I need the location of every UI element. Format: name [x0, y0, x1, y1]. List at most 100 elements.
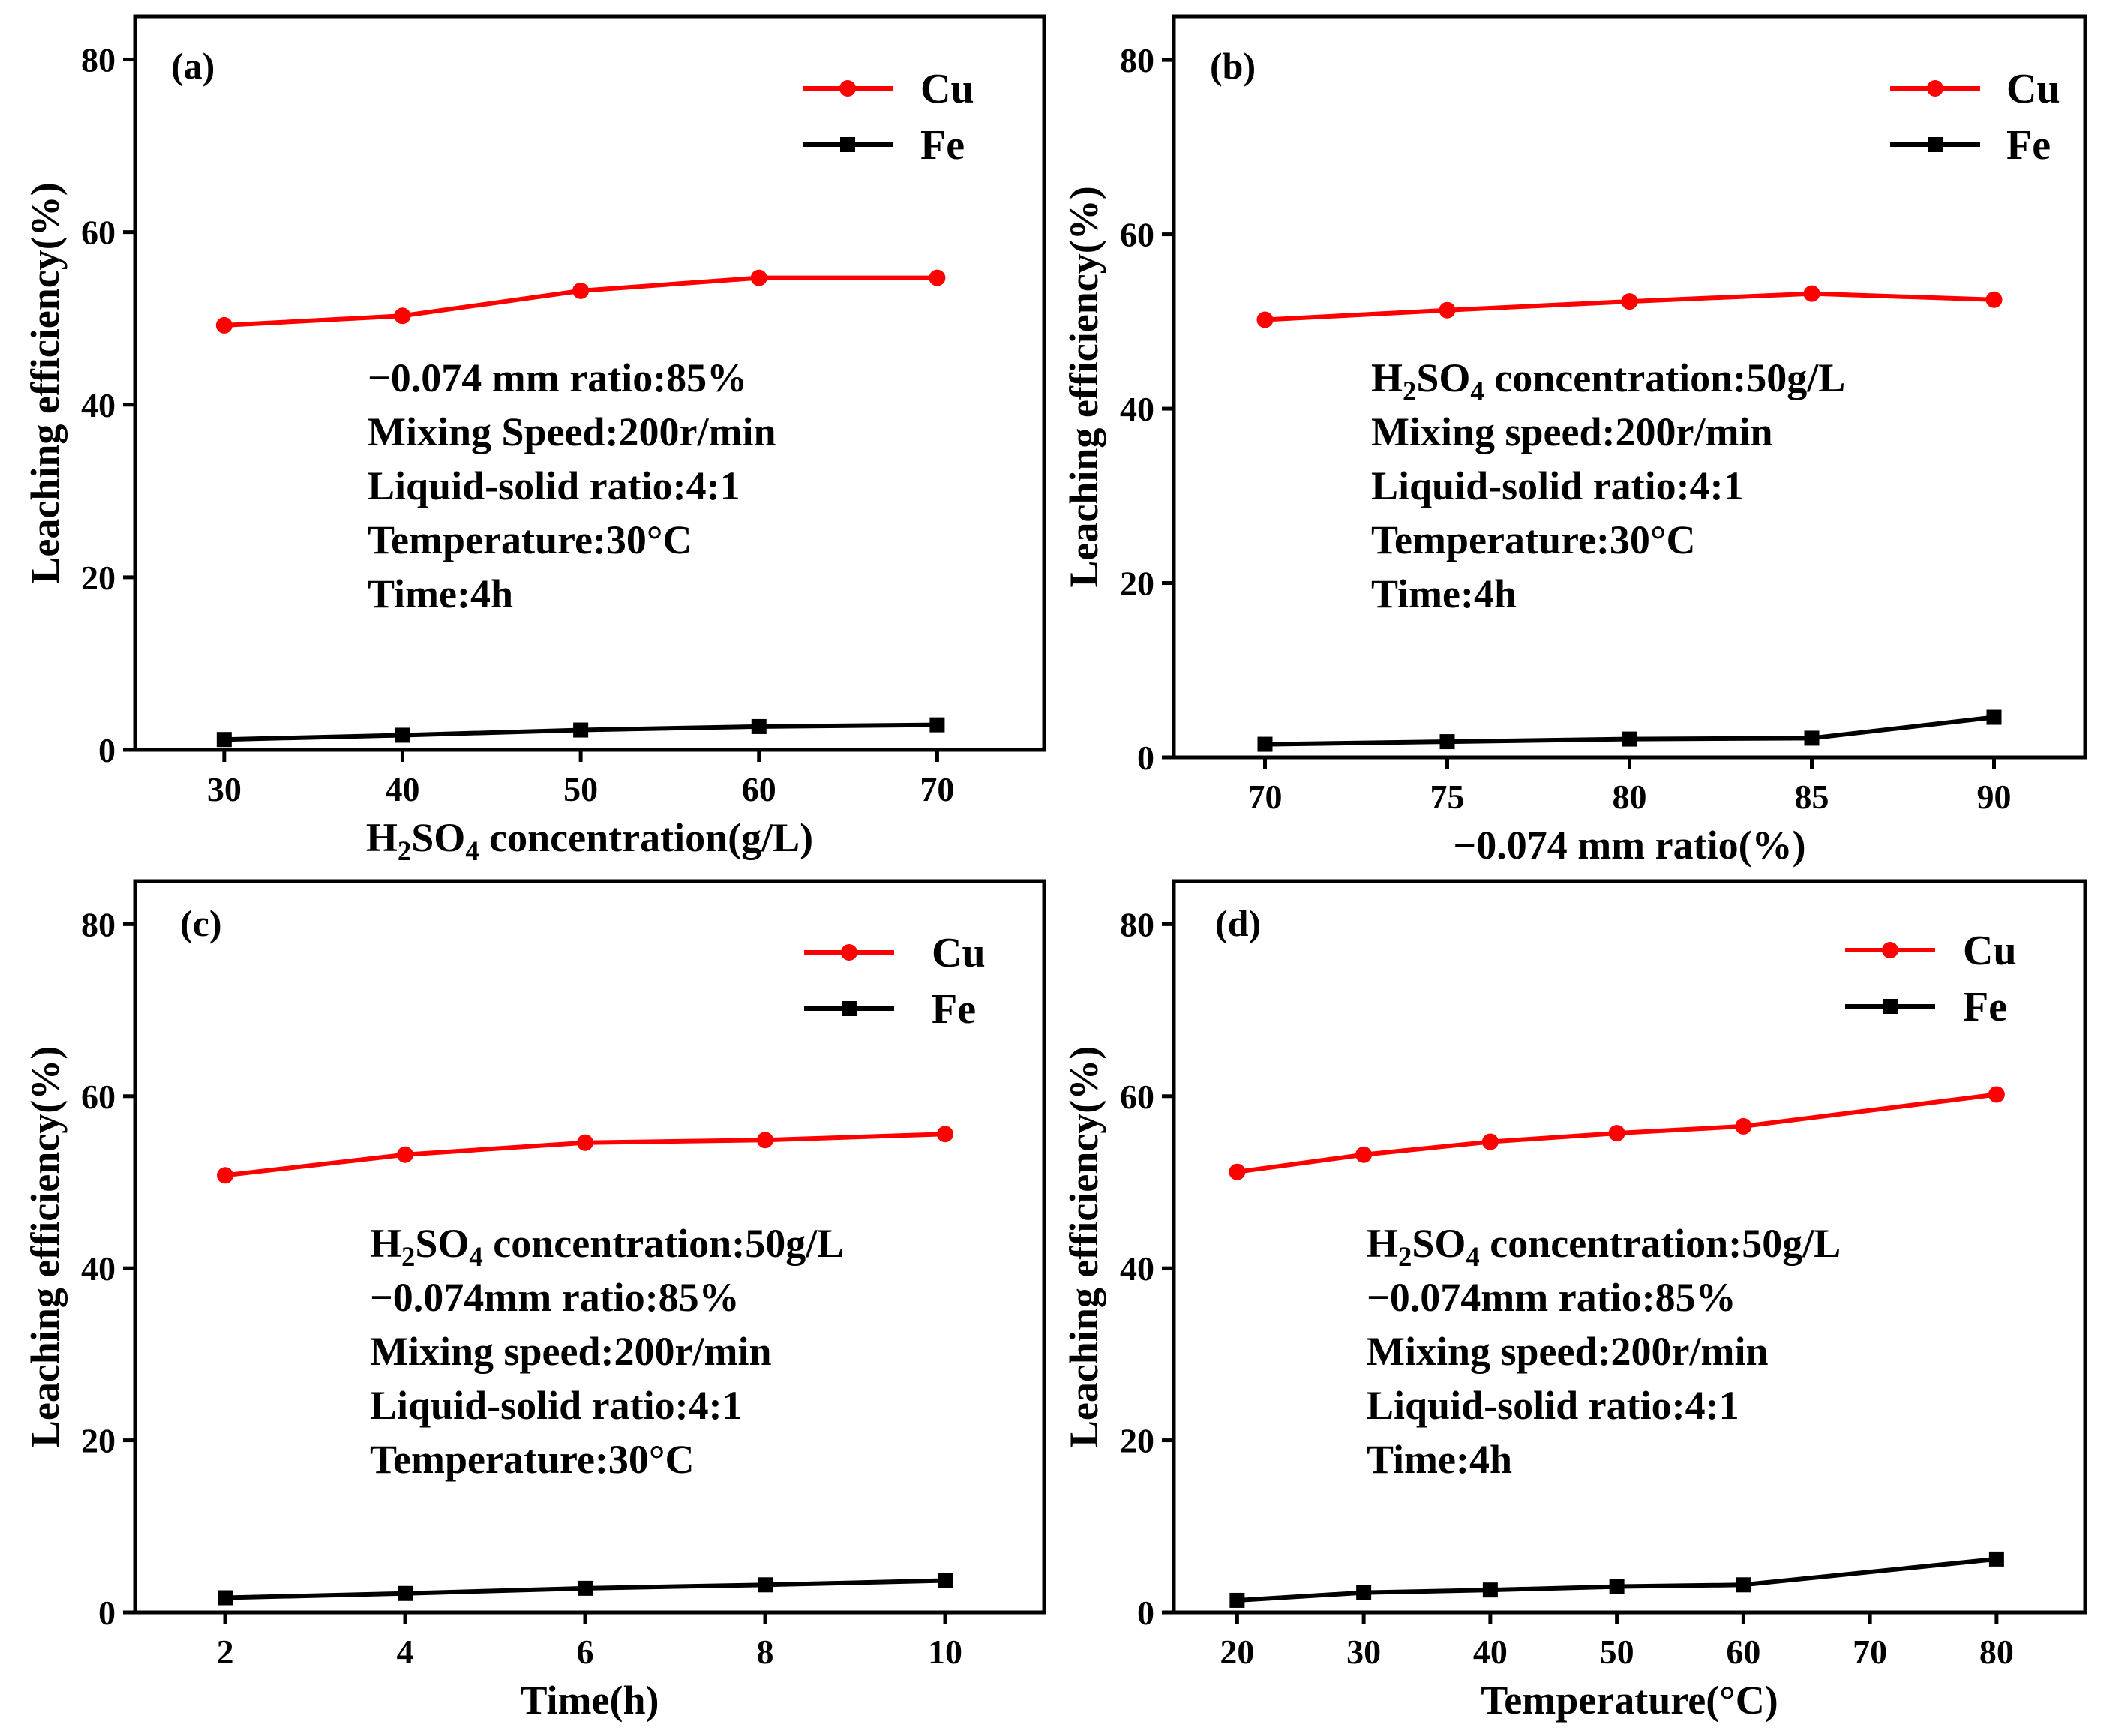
x-tick-label: 70 — [1853, 1633, 1887, 1671]
data-point-cu — [1988, 1086, 2005, 1103]
x-tick-label: 70 — [1248, 778, 1283, 816]
y-tick-label: 0 — [1137, 739, 1154, 777]
x-tick-label: 4 — [397, 1633, 414, 1671]
data-point-cu — [1803, 285, 1820, 302]
x-axis-label: Temperature(°C) — [1481, 1678, 1778, 1723]
data-point-fe — [395, 727, 410, 743]
text-run: SO — [1412, 1221, 1466, 1266]
data-point-fe — [1609, 1579, 1625, 1594]
data-point-fe — [578, 1580, 593, 1596]
x-tick-label: 80 — [1613, 778, 1647, 816]
data-point-fe — [1986, 709, 2002, 725]
condition-annotation: Liquid-solid ratio:4:1 — [1367, 1383, 1739, 1428]
x-tick-label: 70 — [920, 770, 954, 808]
legend-marker-cu — [839, 80, 856, 97]
data-point-cu — [1355, 1146, 1373, 1163]
x-tick-label: 90 — [1977, 778, 2012, 816]
x-tick-label: 75 — [1430, 778, 1465, 816]
text-run: H — [366, 815, 398, 860]
legend-marker-cu — [841, 944, 857, 961]
legend-marker-fe — [840, 137, 855, 152]
plot-frame — [1172, 879, 2087, 1615]
condition-annotation: Temperature:30°C — [368, 517, 692, 562]
y-tick-label: 60 — [1120, 1078, 1154, 1116]
series-line-fe — [1237, 1556, 1997, 1603]
legend-marker-fe — [1928, 137, 1943, 152]
y-tick-label: 0 — [1137, 1594, 1154, 1632]
data-point-fe — [573, 722, 589, 738]
data-point-fe — [1439, 734, 1455, 750]
y-tick-label: 40 — [81, 1249, 116, 1288]
data-point-cu — [1735, 1117, 1752, 1135]
data-point-fe — [758, 1577, 773, 1593]
x-tick-label: 10 — [928, 1633, 962, 1671]
x-tick-label: 80 — [1979, 1633, 2014, 1671]
y-tick-label: 60 — [81, 214, 116, 252]
data-point-fe — [1622, 731, 1637, 747]
x-axis-label: −0.074 mm ratio(%) — [1453, 823, 1805, 868]
y-axis-label: Leaching efficiency(%) — [1061, 1046, 1106, 1447]
condition-annotation: Time:4h — [1371, 571, 1517, 616]
panel-a: 0 20 40 60 80 30 40 50 60 70 Leaching efficiency(%… — [23, 14, 1046, 866]
panel-c: 0 20 40 60 80 2 4 6 8 10 Leaching efficiency(%) Tim… — [23, 879, 1046, 1723]
y-axis-label: Leaching efficiency(%) — [1061, 186, 1106, 587]
data-point-cu — [217, 1167, 233, 1184]
text-run: H — [1367, 1221, 1398, 1266]
subscript: 2 — [1403, 376, 1416, 406]
data-point-fe — [1257, 736, 1273, 752]
x-tick-label: 85 — [1795, 778, 1829, 816]
data-point-cu — [397, 1146, 413, 1163]
condition-annotation: Temperature:30°C — [1371, 517, 1696, 562]
legend-label-cu: Cu — [1963, 928, 2017, 974]
data-point-cu — [1256, 311, 1274, 328]
y-tick-label: 0 — [98, 1594, 116, 1632]
data-point-fe — [1988, 1551, 2004, 1567]
condition-annotation: Time:4h — [368, 571, 513, 616]
data-point-fe — [216, 732, 232, 748]
condition-annotation: Mixing Speed:200r/min — [368, 409, 776, 454]
y-tick-label: 80 — [1120, 41, 1154, 79]
data-point-cu — [1439, 301, 1456, 319]
x-tick-label: 40 — [385, 770, 419, 808]
condition-annotation: Liquid-solid ratio:4:1 — [368, 463, 740, 508]
condition-annotation: Time:4h — [1367, 1437, 1512, 1482]
plot-frame — [133, 14, 1046, 752]
y-tick-label: 20 — [81, 559, 116, 597]
legend-marker-fe — [1883, 999, 1898, 1014]
data-point-cu — [1608, 1125, 1625, 1142]
legend-label-cu: Cu — [932, 930, 986, 976]
panel-label: (d) — [1215, 902, 1261, 944]
data-point-cu — [937, 1126, 953, 1143]
series-line-cu — [1236, 1092, 1997, 1174]
y-tick-label: 40 — [81, 386, 116, 424]
plot-frame — [133, 879, 1046, 1615]
y-tick-label: 20 — [1120, 565, 1154, 603]
x-tick-label: 30 — [1346, 1633, 1381, 1671]
x-tick-label: 2 — [217, 1633, 234, 1671]
data-point-fe — [1736, 1577, 1751, 1593]
data-point-fe — [218, 1590, 233, 1606]
x-tick-label: 50 — [563, 770, 598, 808]
x-tick-label: 8 — [757, 1633, 774, 1671]
x-tick-label: 60 — [742, 770, 776, 808]
condition-annotation: H2SO4 concentration:50g/L — [1371, 355, 1845, 406]
data-point-cu — [1229, 1163, 1246, 1180]
condition-annotation: −0.074 mm ratio:85% — [368, 355, 747, 400]
y-tick-label: 60 — [81, 1078, 116, 1116]
text-run: concentration(g/L) — [479, 815, 813, 860]
legend-label-fe: Fe — [2006, 122, 2051, 169]
data-point-fe — [398, 1585, 413, 1601]
panel-label: (c) — [180, 902, 222, 944]
y-tick-label: 20 — [1120, 1422, 1154, 1460]
condition-annotation: Liquid-solid ratio:4:1 — [370, 1383, 743, 1428]
text-run: concentration:50g/L — [1484, 355, 1845, 400]
condition-annotation: Mixing speed:200r/min — [1371, 409, 1773, 454]
subscript: 4 — [1470, 376, 1484, 406]
condition-annotation: H2SO4 concentration:50g/L — [370, 1221, 844, 1272]
subscript: 4 — [1466, 1241, 1479, 1272]
data-point-fe — [751, 718, 767, 734]
data-point-cu — [572, 282, 590, 299]
data-point-fe — [929, 717, 945, 733]
y-axis-label: Leaching efficiency(%) — [23, 182, 68, 583]
